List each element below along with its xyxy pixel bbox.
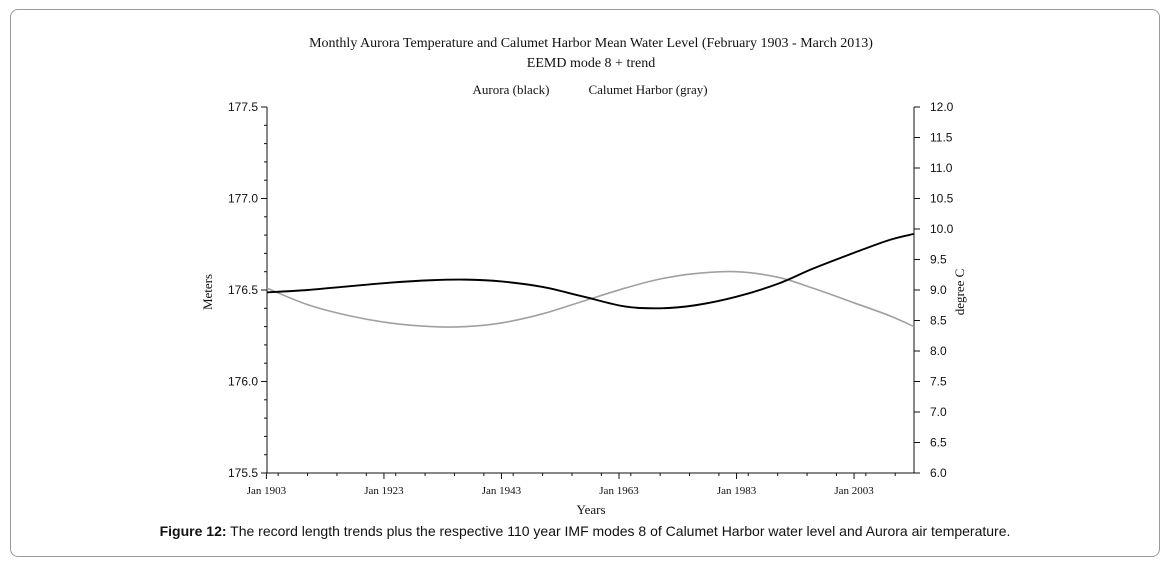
y-right-tick-label: 11.0: [930, 161, 953, 175]
y-right-tick-label: 8.5: [930, 314, 947, 328]
x-tick-label: Jan 1963: [599, 485, 639, 497]
y-right-tick-label: 12.0: [930, 100, 954, 114]
y-right-tick-label: 7.5: [930, 375, 947, 389]
x-tick-label: Jan 1943: [482, 485, 522, 497]
y-left-tick-label: 177.0: [228, 192, 258, 206]
y-right-tick-label: 7.0: [930, 405, 947, 419]
y-axis-label-left: Meters: [200, 274, 215, 310]
y-right-tick-label: 10.0: [930, 222, 954, 236]
series-line-calumet-harbor: [266, 270, 915, 328]
y-left-tick-label: 177.5: [228, 100, 258, 114]
y-right-tick-label: 8.0: [930, 344, 947, 358]
x-axis-label: Years: [576, 502, 605, 517]
y-right-tick-label: 11.5: [930, 131, 953, 145]
y-right-tick-label: 9.0: [930, 283, 947, 297]
y-left-tick-label: 176.0: [228, 375, 258, 389]
legend-calumet: Calumet Harbor (gray): [588, 82, 707, 97]
figure-caption: Figure 12: The record length trends plus…: [0, 523, 1170, 539]
caption-label: Figure 12:: [159, 523, 227, 539]
x-tick-label: Jan 1903: [247, 485, 287, 497]
y-left-tick-label: 176.5: [228, 283, 258, 297]
chart-title: Monthly Aurora Temperature and Calumet H…: [309, 36, 873, 51]
x-tick-label: Jan 2003: [834, 485, 874, 497]
y-axis-label-right: degree C: [952, 269, 967, 316]
x-tick-label: Jan 1983: [717, 485, 757, 497]
y-left-tick-label: 175.5: [228, 466, 258, 480]
y-right-tick-label: 6.5: [930, 436, 947, 450]
y-right-tick-label: 9.5: [930, 253, 947, 267]
figure-frame: [10, 9, 1160, 557]
caption-text: The record length trends plus the respec…: [226, 523, 1011, 539]
x-tick-label: Jan 1923: [364, 485, 404, 497]
chart-subtitle: EEMD mode 8 + trend: [527, 56, 655, 71]
legend-aurora: Aurora (black): [473, 82, 550, 97]
series-line-aurora: [266, 232, 915, 310]
y-right-tick-label: 10.5: [930, 192, 954, 206]
y-right-tick-label: 6.0: [930, 466, 947, 480]
